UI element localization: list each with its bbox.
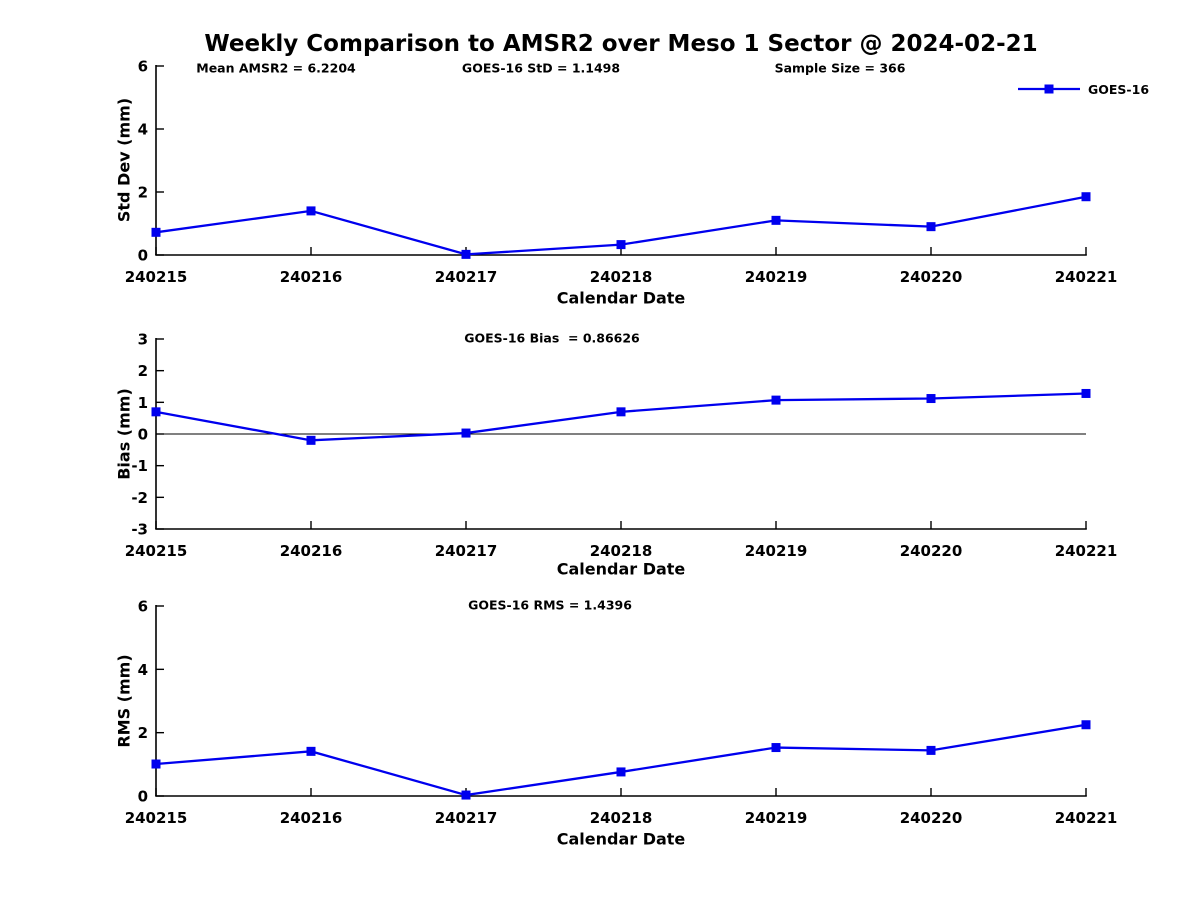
series-marker xyxy=(461,249,471,259)
x-tick-label: 240219 xyxy=(745,809,808,827)
rms-y-axis-label: RMS (mm) xyxy=(114,654,134,748)
series-marker xyxy=(616,767,626,777)
y-tick-label: 6 xyxy=(138,598,148,616)
stddev-y-axis-label: Std Dev (mm) xyxy=(114,97,134,223)
series-marker xyxy=(1081,720,1091,730)
series-marker xyxy=(461,790,471,800)
series-marker xyxy=(151,227,161,237)
x-tick-label: 240217 xyxy=(435,268,498,286)
series-marker xyxy=(151,759,161,769)
x-tick-label: 240215 xyxy=(125,542,188,560)
y-tick-label: 4 xyxy=(138,121,148,139)
legend-label: GOES-16 xyxy=(1088,81,1150,97)
series-marker xyxy=(1081,388,1091,398)
x-tick-label: 240216 xyxy=(280,542,343,560)
series-marker xyxy=(306,435,316,445)
series-marker xyxy=(616,240,626,250)
y-tick-label: -3 xyxy=(131,521,148,539)
x-tick-label: 240220 xyxy=(900,268,963,286)
x-tick-label: 240221 xyxy=(1055,542,1118,560)
y-tick-label: 2 xyxy=(138,184,148,202)
x-tick-label: 240215 xyxy=(125,809,188,827)
y-tick-label: 0 xyxy=(138,788,148,806)
series-marker xyxy=(306,746,316,756)
x-tick-label: 240216 xyxy=(280,809,343,827)
x-tick-label: 240217 xyxy=(435,809,498,827)
annotation-goes16-std: GOES-16 StD = 1.1498 xyxy=(461,60,621,76)
x-tick-label: 240218 xyxy=(590,268,653,286)
x-tick-label: 240221 xyxy=(1055,268,1118,286)
series-marker xyxy=(771,215,781,225)
series-marker xyxy=(151,407,161,417)
x-tick-label: 240215 xyxy=(125,268,188,286)
series-marker xyxy=(461,428,471,438)
y-tick-label: 4 xyxy=(138,661,148,679)
series-marker xyxy=(771,743,781,753)
y-tick-label: 2 xyxy=(138,362,148,380)
annotation-mean-amsr2: Mean AMSR2 = 6.2204 xyxy=(196,60,356,76)
x-tick-label: 240219 xyxy=(745,542,808,560)
x-tick-label: 240219 xyxy=(745,268,808,286)
x-tick-label: 240217 xyxy=(435,542,498,560)
x-tick-label: 240218 xyxy=(590,809,653,827)
y-tick-label: 0 xyxy=(138,426,148,444)
x-tick-label: 240218 xyxy=(590,542,653,560)
x-tick-label: 240216 xyxy=(280,268,343,286)
annotation-goes16-rms: GOES-16 RMS = 1.4396 xyxy=(468,597,632,613)
y-tick-label: 6 xyxy=(138,58,148,76)
x-tick-label: 240220 xyxy=(900,809,963,827)
y-tick-label: -2 xyxy=(131,489,148,507)
annotation-goes16-bias: GOES-16 Bias = 0.86626 xyxy=(464,330,640,346)
y-tick-label: 3 xyxy=(138,331,148,349)
annotation-sample-size: Sample Size = 366 xyxy=(774,60,906,76)
series-line xyxy=(155,392,1087,442)
bias-x-axis-label: Calendar Date xyxy=(556,559,686,579)
y-tick-label: -1 xyxy=(131,457,148,475)
series-marker xyxy=(926,745,936,755)
x-tick-label: 240221 xyxy=(1055,809,1118,827)
series-marker xyxy=(926,394,936,404)
y-tick-label: 2 xyxy=(138,724,148,742)
bias-y-axis-label: Bias (mm) xyxy=(114,388,134,480)
series-marker xyxy=(771,395,781,405)
series-line xyxy=(155,723,1087,797)
series-marker xyxy=(306,206,316,216)
y-tick-label: 0 xyxy=(138,247,148,265)
y-tick-label: 1 xyxy=(138,394,148,412)
x-tick-label: 240220 xyxy=(900,542,963,560)
series-marker xyxy=(926,222,936,232)
series-marker xyxy=(1081,192,1091,202)
stddev-x-axis-label: Calendar Date xyxy=(556,288,686,308)
legend-line-icon xyxy=(1018,84,1080,94)
rms-x-axis-label: Calendar Date xyxy=(556,829,686,849)
figure-title: Weekly Comparison to AMSR2 over Meso 1 S… xyxy=(204,31,1038,57)
legend: GOES-16 xyxy=(1016,81,1149,97)
series-marker xyxy=(616,407,626,417)
